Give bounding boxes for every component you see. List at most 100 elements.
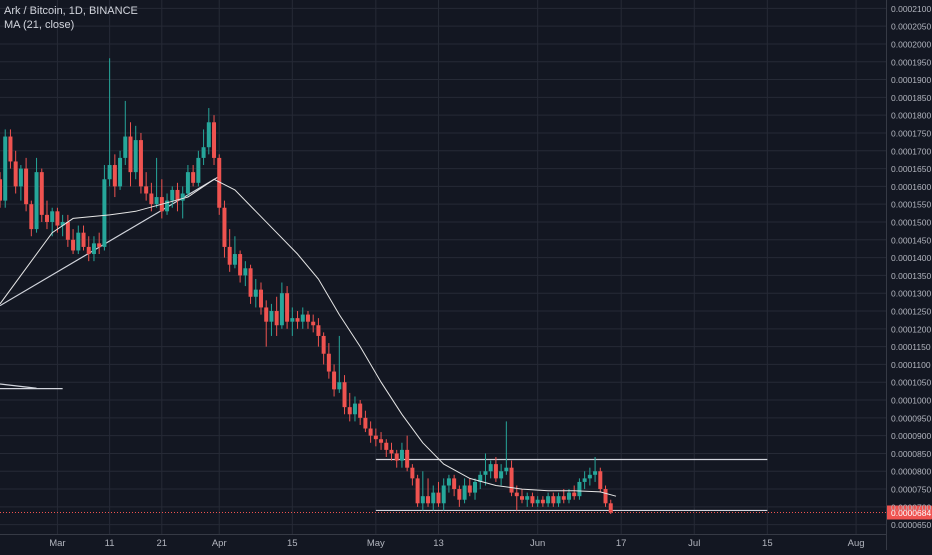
candle: [253, 278, 258, 308]
candle: [373, 428, 378, 447]
candle: [264, 300, 269, 347]
candle: [71, 229, 76, 255]
candle-body: [561, 496, 566, 500]
candle: [8, 129, 13, 169]
candle-body: [311, 321, 316, 326]
candle-body: [180, 193, 185, 201]
x-tick-label: Aug: [848, 538, 865, 549]
candle: [405, 435, 410, 472]
last-price-badge: [886, 505, 932, 520]
y-tick-label: 0.0000800: [891, 467, 931, 477]
candle-body: [259, 289, 263, 308]
y-tick-label: 0.0001350: [891, 271, 931, 281]
y-tick-label: 0.0001150: [891, 342, 931, 352]
candle-body: [264, 307, 269, 322]
candle: [248, 264, 253, 304]
candle: [154, 157, 159, 208]
candle-body: [238, 254, 243, 276]
candle: [399, 442, 404, 468]
candle-body: [206, 122, 211, 148]
x-tick-label: Jun: [530, 538, 545, 549]
candle: [457, 485, 462, 507]
candle-body: [342, 382, 347, 408]
candle-body: [65, 221, 70, 240]
candle: [44, 200, 49, 230]
candle-body: [478, 474, 483, 482]
candle: [384, 439, 389, 458]
candle-body: [493, 464, 498, 479]
candle-body: [269, 311, 274, 322]
candle-body: [50, 211, 55, 222]
candle: [97, 232, 102, 255]
x-tick-label: 13: [433, 538, 444, 549]
candle: [415, 474, 420, 507]
y-tick-label: 0.0002000: [891, 39, 931, 49]
candle-body: [91, 243, 96, 255]
candle: [295, 311, 300, 329]
candle-body: [201, 147, 206, 158]
candle-body: [154, 197, 159, 205]
candle: [305, 311, 310, 329]
candle: [561, 489, 566, 504]
candle: [86, 236, 91, 262]
candle-body: [587, 474, 592, 479]
candle: [201, 129, 206, 166]
candle: [509, 460, 514, 497]
candle-body: [8, 136, 13, 162]
candle-body: [97, 243, 102, 247]
candle-body: [107, 165, 112, 180]
candle: [483, 453, 488, 486]
candle-body: [316, 325, 321, 336]
candle-body: [60, 221, 65, 226]
candle-body: [582, 478, 587, 482]
candle-body: [499, 471, 504, 479]
candle-body: [405, 449, 410, 468]
candle-body: [295, 318, 300, 322]
candle: [133, 125, 138, 180]
candle: [232, 236, 237, 269]
candle: [420, 471, 425, 511]
candle: [582, 471, 587, 490]
y-tick-label: 0.0001650: [891, 164, 931, 174]
candle: [326, 343, 331, 379]
candle-body: [452, 478, 457, 490]
candle: [394, 449, 399, 468]
candle: [102, 165, 107, 251]
candle-body: [556, 496, 561, 504]
candle-body: [86, 246, 91, 255]
y-tick-label: 0.0001450: [891, 235, 931, 245]
candle: [446, 474, 451, 493]
candle: [587, 467, 592, 486]
candle-body: [227, 246, 232, 265]
candle: [551, 492, 556, 507]
candle: [50, 207, 55, 237]
candle-body: [598, 471, 603, 490]
candle-body: [144, 186, 149, 194]
candle: [222, 200, 227, 258]
candle-body: [290, 318, 295, 322]
candle-body: [551, 496, 556, 504]
candle-body: [3, 136, 8, 201]
candle-body: [483, 471, 488, 475]
candle-body: [196, 157, 201, 183]
candle: [467, 478, 472, 497]
candle: [138, 132, 143, 194]
candle-body: [566, 492, 571, 500]
y-tick-label: 0.0000900: [891, 431, 931, 441]
candle: [352, 396, 357, 422]
candle: [55, 207, 60, 233]
candle: [473, 478, 478, 500]
candle-body: [165, 200, 170, 212]
candle-body: [426, 496, 431, 504]
y-tick-label: 0.0000650: [891, 520, 931, 530]
indicator-label: MA (21, close): [4, 19, 75, 31]
candle-body: [212, 122, 217, 158]
candle: [389, 442, 394, 461]
candle: [269, 303, 274, 336]
candle: [238, 250, 243, 283]
candle: [426, 478, 431, 507]
candle-body: [24, 168, 29, 205]
candle: [180, 186, 185, 219]
